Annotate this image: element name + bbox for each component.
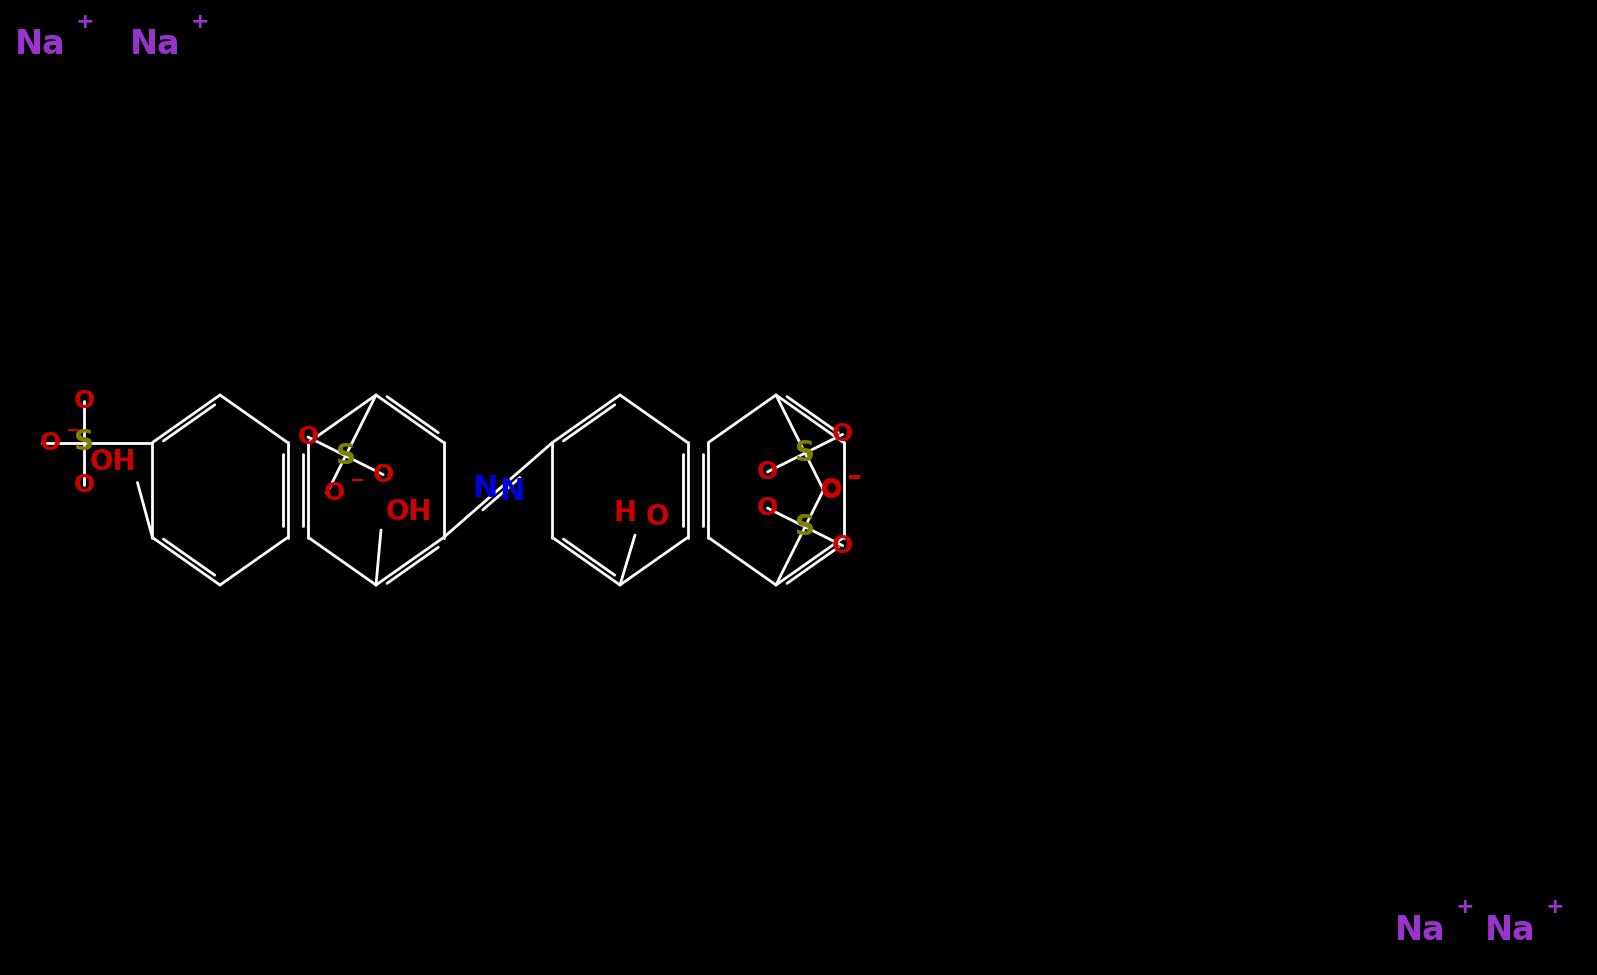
Text: OH: OH <box>386 498 433 526</box>
Text: O: O <box>645 503 669 531</box>
Text: S: S <box>75 428 94 456</box>
Text: +: + <box>190 12 209 32</box>
Text: S: S <box>335 442 356 470</box>
Text: O: O <box>73 388 96 412</box>
Text: O: O <box>757 460 778 484</box>
Text: Na: Na <box>129 28 180 61</box>
Text: +: + <box>1546 897 1565 917</box>
Text: O: O <box>757 496 778 520</box>
Text: −: − <box>65 421 80 440</box>
Text: Na: Na <box>14 28 65 61</box>
Text: +: + <box>75 12 94 32</box>
Text: S: S <box>795 439 814 467</box>
Text: OH: OH <box>89 448 136 477</box>
Text: N: N <box>471 474 497 503</box>
Text: H: H <box>613 499 637 527</box>
Text: +: + <box>1456 897 1474 917</box>
Text: O: O <box>324 482 345 505</box>
Text: O: O <box>73 473 96 496</box>
Text: O: O <box>297 425 319 449</box>
Text: Na: Na <box>1485 914 1535 947</box>
Text: O: O <box>832 422 853 447</box>
Text: N: N <box>498 478 524 506</box>
Text: O: O <box>372 462 394 487</box>
Text: O: O <box>40 431 61 454</box>
Text: −: − <box>350 472 364 490</box>
Text: −: − <box>846 468 861 487</box>
Text: −: − <box>846 470 861 488</box>
Text: O: O <box>832 533 853 558</box>
Text: Na: Na <box>1394 914 1445 947</box>
Text: S: S <box>795 513 814 541</box>
Text: O: O <box>821 479 843 503</box>
Text: O: O <box>821 478 843 501</box>
